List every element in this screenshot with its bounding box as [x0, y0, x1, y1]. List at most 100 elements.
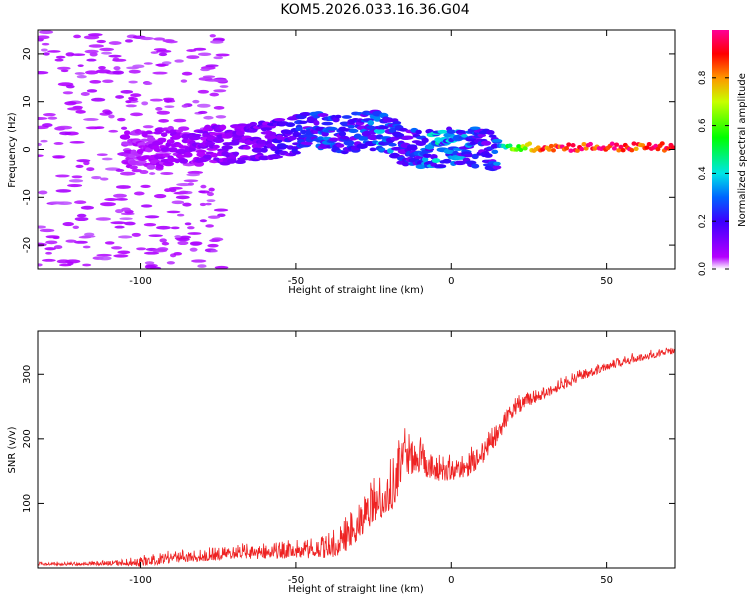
y-tick-label: 200: [22, 429, 33, 448]
ridge-blob: [338, 131, 347, 137]
noise-blob: [164, 188, 172, 193]
ridge-blob: [564, 146, 570, 151]
noise-blob: [144, 261, 155, 265]
noise-blob: [205, 224, 214, 228]
x-tick-label: 0: [448, 276, 454, 287]
ridge-blob: [471, 153, 479, 160]
ridge-blob: [183, 152, 193, 158]
noise-blob: [113, 193, 127, 198]
colorbar-ticks: 0.0 0.2 0.4 0.6 0.8: [698, 70, 729, 276]
x-tick-label: 50: [600, 575, 613, 586]
noise-blob: [191, 259, 207, 263]
noise-blob: [65, 84, 75, 89]
ridge-blob: [341, 115, 352, 119]
noise-blob: [41, 123, 53, 128]
noise-blob: [150, 266, 162, 269]
noise-blob: [57, 66, 71, 70]
ridge-blob: [179, 159, 188, 164]
noise-blob: [206, 192, 214, 197]
noise-blob: [38, 154, 44, 157]
noise-blob: [75, 164, 84, 168]
noise-blob: [152, 71, 168, 75]
snr-xlabel: Height of straight line (km): [288, 584, 424, 595]
ridge-blob: [458, 130, 466, 134]
ridge-blob: [393, 132, 405, 138]
noise-blob: [115, 185, 131, 189]
noise-blob: [71, 53, 86, 57]
ridge-blob: [212, 137, 225, 143]
noise-blob: [124, 221, 136, 226]
colorbar-label: Normalized spectral amplitude: [737, 73, 748, 227]
noise-blob: [65, 239, 77, 243]
noise-blob: [55, 189, 72, 193]
noise-blob: [152, 248, 168, 253]
ridge-blob: [271, 155, 284, 159]
noise-blob: [126, 66, 140, 70]
ridge-blob: [340, 135, 350, 140]
ridge-blob: [431, 158, 441, 163]
noise-blob: [41, 258, 56, 262]
noise-blob: [84, 49, 99, 54]
ridge-blob: [221, 145, 234, 150]
noise-blob: [91, 175, 102, 180]
noise-blob: [104, 198, 118, 201]
snr-series-line: [38, 347, 675, 567]
snr-frame: [37, 330, 676, 569]
noise-blob: [85, 70, 99, 75]
noise-blob: [205, 64, 219, 68]
ridge-blob: [367, 134, 379, 141]
noise-blob: [76, 213, 87, 218]
noise-blob: [99, 47, 115, 52]
ridge-blob: [527, 141, 533, 146]
ridge-blob: [343, 140, 355, 146]
noise-blob: [82, 245, 91, 249]
ridge-blob: [237, 123, 248, 127]
ridge-blob: [178, 126, 190, 131]
noise-blob: [143, 62, 153, 65]
noise-blob: [187, 170, 204, 175]
noise-blob: [41, 42, 50, 46]
ridge-blob: [388, 127, 397, 134]
ridge-blob: [437, 129, 448, 134]
noise-blob: [38, 242, 47, 247]
noise-blob: [140, 204, 153, 208]
noise-blob: [125, 104, 137, 108]
noise-blob: [47, 50, 61, 53]
noise-blob: [131, 232, 141, 237]
noise-blob: [73, 240, 88, 244]
ridge-blob: [462, 153, 475, 158]
noise-blob: [67, 107, 83, 111]
noise-blob: [71, 175, 83, 179]
noise-blob: [108, 41, 122, 45]
noise-blob: [38, 263, 43, 267]
ridge-blob: [406, 145, 418, 151]
noise-blob: [189, 241, 203, 246]
noise-blob: [186, 55, 200, 60]
noise-blob: [193, 47, 207, 51]
noise-blob: [104, 241, 115, 245]
noise-blob: [207, 215, 221, 219]
noise-blob: [161, 61, 172, 65]
ridge-blob: [321, 121, 334, 126]
noise-blob: [62, 91, 74, 95]
noise-blob: [113, 66, 121, 71]
noise-blob: [108, 114, 115, 119]
ridge-blob: [325, 126, 338, 131]
noise-blob: [45, 235, 60, 239]
noise-blob: [104, 110, 113, 115]
colorbar-tick-label: 0.8: [698, 70, 708, 85]
ridge-blob: [373, 128, 386, 134]
ridge-blob: [203, 154, 213, 159]
noise-blob: [114, 225, 125, 229]
ridge-blob: [378, 125, 389, 130]
ridge-blob: [242, 145, 251, 150]
ridge-blob: [192, 133, 202, 138]
ridge-blob: [581, 142, 587, 147]
noise-blob: [148, 234, 163, 237]
noise-blob: [90, 97, 106, 102]
y-tick-label: -20: [22, 237, 33, 253]
noise-blob: [96, 253, 112, 257]
noise-blob: [192, 99, 200, 104]
